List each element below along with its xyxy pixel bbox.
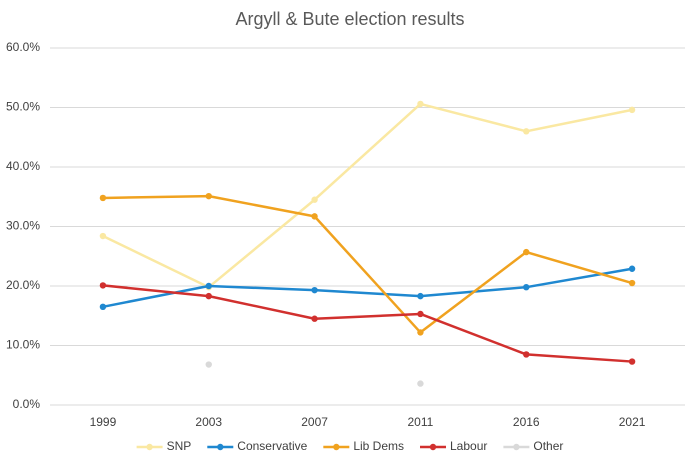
data-point [99,232,107,240]
legend-label: Conservative [237,439,307,453]
y-tick-label: 0.0% [13,397,41,411]
data-point [628,265,636,272]
series-line [102,284,633,363]
data-point [205,192,212,200]
data-point [417,310,424,318]
data-point [99,194,107,202]
legend-label: Other [533,439,563,453]
legend: SNP Conservative Lib Dems Labour Other [136,439,563,453]
legend-label: Labour [450,439,487,453]
data-point [523,248,530,256]
series-line [102,194,633,334]
data-point [311,213,318,220]
x-tick-label: 2011 [408,415,434,429]
data-point [205,282,212,290]
legend-marker [513,443,520,451]
x-tick-label: 2007 [301,415,328,429]
data-point [205,292,212,300]
x-tick-label: 2016 [513,415,540,429]
data-point [628,358,636,365]
series-line [102,102,633,289]
data-point [523,351,530,358]
y-tick-label: 30.0% [6,219,40,233]
data-point [523,283,530,291]
chart-title: Argyll & Bute election results [235,9,464,29]
legend-label: Lib Dems [353,439,404,453]
data-point [205,361,212,368]
legend-label: SNP [167,439,192,453]
y-tick-label: 50.0% [6,100,40,114]
data-point [417,329,424,336]
y-tick-label: 60.0% [6,40,40,54]
x-tick-label: 2003 [195,415,222,429]
data-point [311,315,318,322]
data-point [311,286,318,294]
legend-marker [429,443,437,451]
data-point [628,106,636,114]
data-point [523,128,530,135]
x-tick-label: 1999 [90,415,117,429]
x-tick-label: 2021 [619,415,646,429]
legend-marker [333,443,340,451]
data-point [417,292,424,300]
data-point [99,303,107,311]
data-point [311,196,318,203]
data-point [417,380,424,387]
y-tick-label: 20.0% [6,278,40,292]
y-tick-label: 10.0% [6,338,40,352]
data-point [99,282,107,289]
series-line [102,267,633,309]
y-tick-label: 40.0% [6,159,40,173]
data-point [417,100,424,108]
data-point [628,279,636,287]
legend-marker [217,443,224,451]
legend-marker [146,443,153,451]
